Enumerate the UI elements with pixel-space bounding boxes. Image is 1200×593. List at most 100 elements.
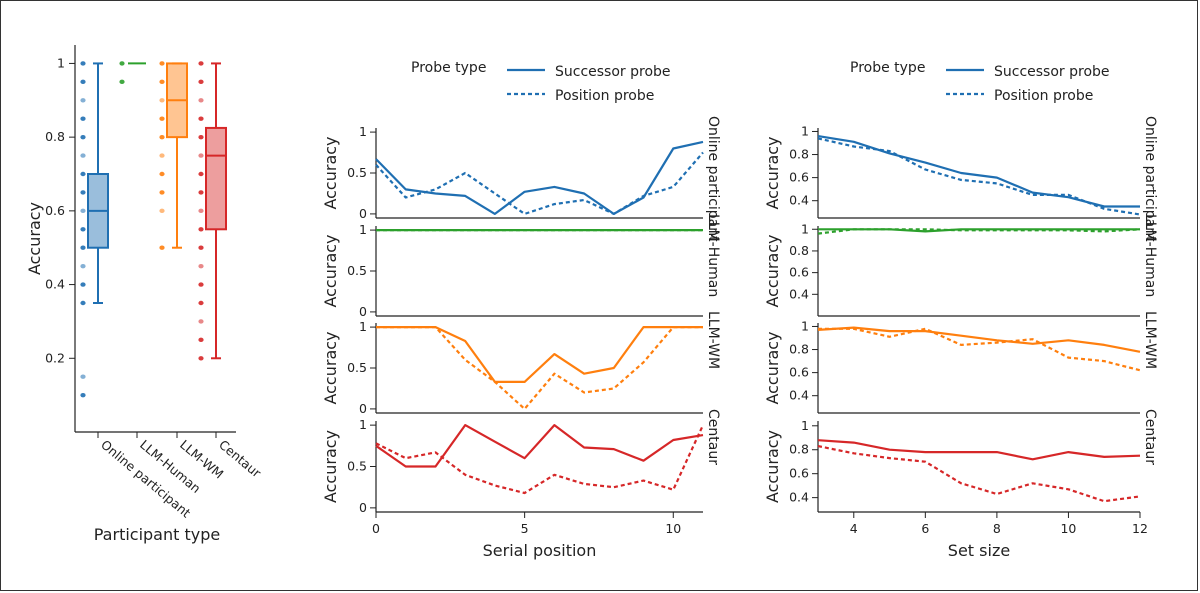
box-data-point	[80, 79, 86, 85]
serial-successor-line	[376, 326, 703, 383]
box-data-point	[198, 337, 204, 343]
serial-y-tick-label: 0.5	[347, 165, 367, 180]
box-data-point	[159, 61, 165, 66]
box-data-point	[159, 208, 165, 214]
serial-row-label: Centaur	[705, 409, 721, 465]
serial-y-tick-label: 0.5	[347, 360, 367, 375]
setsize-y-tick-label: 0.4	[789, 286, 809, 301]
box-data-point	[80, 208, 86, 214]
serial-y-tick-label: 1	[359, 417, 367, 432]
setsize-y-tick-label: 0.6	[789, 365, 809, 380]
serial-x-tick-label: 5	[521, 521, 529, 536]
box-data-point	[159, 98, 165, 103]
serial-x-tick-label: 10	[665, 521, 681, 536]
box-data-point	[198, 116, 204, 121]
setsize-y-axis-title: Accuracy	[763, 430, 782, 503]
setsize-position-line	[817, 228, 1141, 235]
serial-position-line	[376, 326, 703, 410]
box-data-point	[159, 245, 165, 250]
box-data-point	[198, 282, 204, 287]
box-iqr	[205, 126, 227, 231]
box-data-point	[198, 227, 204, 232]
serial-x-axis-title: Serial position	[483, 541, 597, 560]
box-x-axis-title: Participant type	[94, 525, 220, 544]
setsize-y-tick-label: 0.8	[789, 442, 809, 457]
box-data-point	[159, 134, 165, 140]
setsize-x-tick-label: 12	[1132, 521, 1148, 536]
serial-y-tick-label: 0.5	[347, 459, 367, 474]
box-data-point	[80, 171, 86, 177]
box-x-tick-label: Centaur	[216, 437, 265, 481]
box-data-point	[80, 227, 86, 232]
box-y-tick-label: 1	[57, 55, 65, 70]
setsize-y-tick-label: 0.4	[789, 193, 809, 208]
box-data-point	[198, 171, 204, 177]
setsize-x-tick-label: 10	[1060, 521, 1076, 536]
serial-successor-line	[375, 140, 704, 215]
setsize-position-line	[818, 327, 1141, 372]
box-y-axis-title: Accuracy	[25, 202, 44, 275]
setsize-row-label: Online participant	[1142, 116, 1158, 242]
box-y-tick-label: 0.2	[45, 350, 65, 365]
setsize-successor-line	[817, 135, 1140, 208]
box-data-point	[80, 116, 86, 121]
serial-y-axis-title: Accuracy	[321, 234, 340, 307]
setsize-successor-line	[817, 326, 1141, 353]
setsize-y-axis-title: Accuracy	[763, 331, 782, 404]
box-data-point	[80, 263, 86, 269]
box-data-point	[198, 153, 204, 158]
serial-y-tick-label: 0	[359, 500, 367, 515]
box-data-point	[198, 134, 204, 140]
setsize-legend-successor-label: Successor probe	[994, 64, 1110, 80]
setsize-y-tick-label: 1	[801, 318, 809, 333]
serial-legend-successor-label: Successor probe	[555, 64, 671, 80]
box-data-point	[119, 79, 125, 85]
box-data-point	[159, 116, 165, 121]
serial-legend-title: Probe type	[411, 60, 486, 76]
box-data-point	[198, 300, 204, 306]
box-y-tick-label: 0.4	[45, 277, 65, 292]
box-data-point	[198, 356, 204, 361]
setsize-y-tick-label: 0.8	[789, 243, 809, 258]
serial-y-tick-label: 1	[359, 124, 367, 139]
serial-position-line	[375, 424, 704, 495]
box-data-point	[198, 263, 204, 269]
box-data-point	[80, 392, 86, 398]
box-data-point	[159, 190, 165, 195]
setsize-y-axis-title: Accuracy	[763, 136, 782, 209]
serial-y-tick-label: 1	[359, 222, 367, 237]
box-data-point	[159, 79, 165, 85]
setsize-x-axis-title: Set size	[948, 541, 1010, 560]
box-data-point	[198, 245, 204, 250]
serial-x-tick-label: 0	[372, 521, 380, 536]
box-data-point	[80, 61, 86, 66]
setsize-y-tick-label: 1	[801, 123, 809, 138]
setsize-x-tick-label: 6	[921, 521, 929, 536]
box-data-point	[80, 134, 86, 140]
box-data-point	[198, 190, 204, 195]
serial-legend-position-label: Position probe	[555, 88, 654, 104]
box-y-tick-label: 0.6	[45, 203, 65, 218]
serial-row-label: Online participant	[705, 116, 721, 242]
box-data-point	[198, 98, 204, 103]
setsize-y-tick-label: 0.6	[789, 170, 809, 185]
setsize-y-tick-label: 0.4	[789, 490, 809, 505]
setsize-y-tick-label: 0.8	[789, 342, 809, 357]
setsize-row-label: LLM-WM	[1142, 311, 1158, 369]
setsize-y-tick-label: 0.4	[789, 388, 809, 403]
box-data-point	[198, 208, 204, 214]
serial-y-tick-label: 0	[359, 401, 367, 416]
box-data-point	[80, 245, 86, 250]
setsize-x-tick-label: 8	[993, 521, 1001, 536]
setsize-x-tick-label: 4	[850, 521, 858, 536]
box-data-point	[159, 171, 165, 177]
setsize-y-tick-label: 0.8	[789, 147, 809, 162]
setsize-legend-position-label: Position probe	[994, 88, 1093, 104]
serial-y-axis-title: Accuracy	[321, 331, 340, 404]
serial-successor-line	[375, 424, 704, 468]
setsize-y-tick-label: 1	[801, 221, 809, 236]
serial-y-tick-label: 0	[359, 206, 367, 221]
box-data-point	[80, 153, 86, 158]
